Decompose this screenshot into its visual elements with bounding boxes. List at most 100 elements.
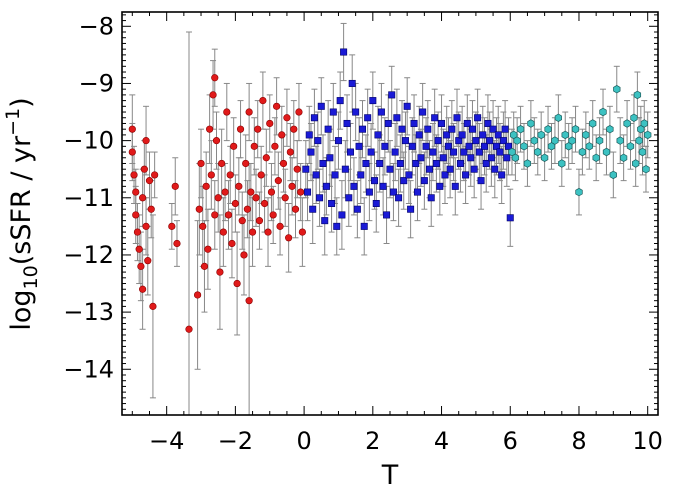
data-point bbox=[199, 222, 207, 230]
data-point bbox=[334, 137, 342, 145]
data-point bbox=[151, 171, 159, 179]
data-point bbox=[626, 142, 635, 151]
data-point bbox=[228, 239, 236, 248]
data-point bbox=[427, 194, 435, 202]
data-point bbox=[613, 84, 621, 94]
data-point bbox=[235, 182, 243, 190]
data-point bbox=[240, 251, 248, 259]
data-point bbox=[505, 142, 513, 150]
data-point bbox=[460, 148, 468, 156]
x-tick-label: 0 bbox=[296, 427, 311, 455]
y-tick-label: −14 bbox=[63, 355, 114, 383]
data-point bbox=[407, 205, 415, 213]
data-point bbox=[364, 114, 372, 122]
data-point bbox=[386, 165, 394, 173]
data-point bbox=[321, 217, 329, 225]
data-point bbox=[206, 125, 214, 133]
data-point bbox=[273, 102, 281, 110]
data-point bbox=[638, 147, 647, 157]
data-point bbox=[554, 113, 562, 123]
data-point bbox=[204, 245, 212, 253]
data-point bbox=[496, 148, 504, 156]
data-point bbox=[463, 119, 471, 127]
data-point bbox=[412, 159, 420, 167]
errorbar-layer bbox=[129, 22, 651, 416]
data-point bbox=[242, 159, 250, 168]
data-point bbox=[324, 125, 332, 133]
data-point bbox=[139, 285, 147, 293]
data-point bbox=[298, 228, 306, 236]
data-point bbox=[381, 142, 389, 150]
data-point bbox=[322, 182, 330, 190]
data-point bbox=[419, 108, 427, 116]
data-point bbox=[453, 114, 461, 122]
data-point bbox=[193, 291, 202, 299]
data-point bbox=[185, 325, 193, 333]
data-point bbox=[558, 159, 566, 168]
data-point bbox=[353, 205, 361, 213]
data-point bbox=[540, 153, 549, 163]
data-point bbox=[269, 211, 277, 219]
data-point bbox=[260, 199, 269, 208]
data-point bbox=[489, 125, 497, 133]
data-point bbox=[415, 131, 423, 139]
data-point bbox=[520, 142, 528, 151]
data-point bbox=[128, 125, 136, 133]
data-point bbox=[599, 107, 607, 117]
data-point bbox=[486, 137, 494, 145]
data-point bbox=[267, 188, 276, 196]
data-point bbox=[523, 159, 532, 168]
data-point bbox=[243, 205, 252, 213]
data-point bbox=[200, 262, 209, 270]
data-point bbox=[195, 205, 203, 213]
data-point bbox=[168, 222, 176, 230]
data-point bbox=[346, 148, 354, 156]
data-point bbox=[288, 182, 296, 190]
data-point bbox=[511, 153, 520, 163]
data-point bbox=[506, 214, 514, 222]
x-tick-label: −4 bbox=[149, 427, 184, 455]
data-point bbox=[630, 113, 638, 123]
data-point bbox=[333, 222, 341, 230]
data-point bbox=[202, 182, 210, 190]
data-point bbox=[582, 130, 590, 140]
data-point bbox=[252, 194, 260, 202]
data-point bbox=[147, 205, 155, 213]
data-point bbox=[503, 154, 511, 162]
data-point bbox=[575, 187, 583, 197]
data-point bbox=[171, 182, 179, 190]
data-point bbox=[527, 119, 535, 128]
data-point bbox=[233, 279, 241, 288]
data-point bbox=[537, 130, 545, 140]
data-point bbox=[140, 165, 148, 173]
data-point bbox=[245, 297, 253, 305]
data-point bbox=[417, 154, 425, 162]
data-point bbox=[424, 125, 432, 133]
data-point bbox=[484, 119, 492, 127]
data-point bbox=[513, 136, 521, 145]
data-point bbox=[297, 188, 305, 196]
data-point bbox=[223, 108, 231, 116]
data-point bbox=[245, 108, 253, 116]
data-point bbox=[609, 170, 617, 180]
errorbar bbox=[186, 31, 192, 416]
data-point bbox=[410, 119, 418, 127]
data-point bbox=[413, 188, 421, 196]
data-point bbox=[360, 222, 368, 230]
data-point bbox=[568, 136, 576, 145]
data-point bbox=[616, 136, 624, 145]
data-point bbox=[254, 125, 262, 133]
data-point bbox=[396, 159, 404, 167]
data-point bbox=[328, 199, 336, 207]
data-point bbox=[276, 222, 284, 230]
data-point bbox=[388, 91, 396, 99]
data-point bbox=[393, 114, 401, 122]
data-point bbox=[286, 148, 294, 156]
x-tick-label: 10 bbox=[632, 427, 663, 455]
data-point bbox=[534, 147, 542, 157]
data-point bbox=[391, 148, 399, 156]
data-point bbox=[501, 125, 509, 133]
data-point bbox=[429, 148, 437, 156]
data-point bbox=[130, 171, 138, 179]
